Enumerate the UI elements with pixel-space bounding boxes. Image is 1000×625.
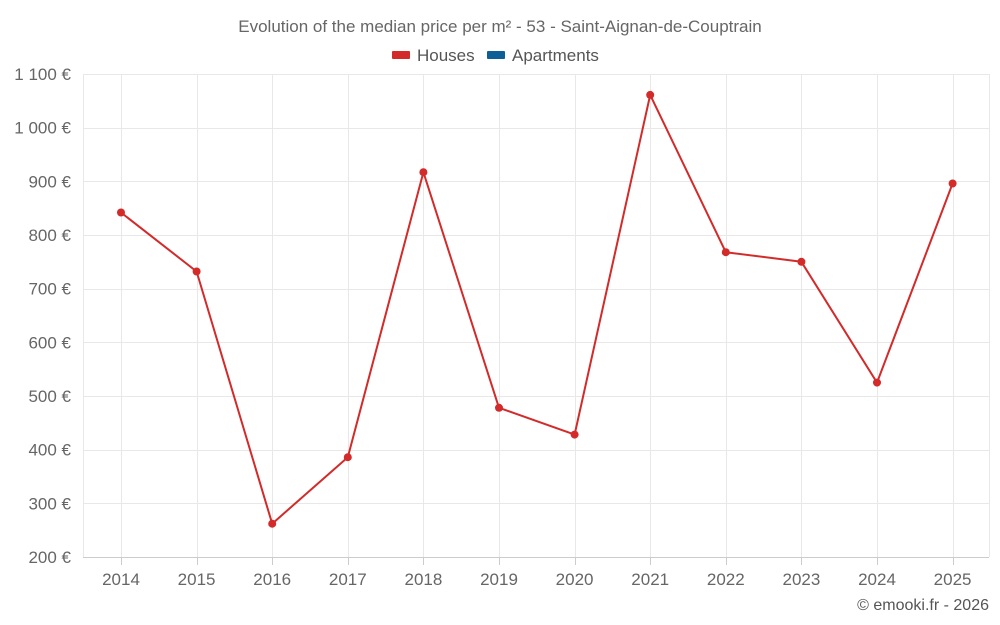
y-tick-label: 400 € bbox=[28, 441, 71, 460]
y-tick-label: 1 000 € bbox=[14, 119, 71, 138]
y-tick-label: 500 € bbox=[28, 387, 71, 406]
data-point-houses-2025[interactable] bbox=[948, 179, 957, 188]
x-tick-label: 2025 bbox=[934, 570, 972, 589]
x-tick-label: 2016 bbox=[253, 570, 291, 589]
y-tick-label: 200 € bbox=[28, 548, 71, 567]
x-tick-label: 2020 bbox=[556, 570, 594, 589]
y-tick-label: 900 € bbox=[28, 172, 71, 191]
y-tick-label: 1 100 € bbox=[14, 65, 71, 84]
series-line-houses bbox=[120, 93, 954, 525]
data-point-houses-2019[interactable] bbox=[495, 403, 503, 412]
data-point-houses-2020[interactable] bbox=[570, 430, 579, 439]
legend-swatch-houses[interactable] bbox=[392, 51, 410, 59]
x-tick-label: 2024 bbox=[858, 570, 896, 589]
x-tick-label: 2021 bbox=[631, 570, 669, 589]
series-layer bbox=[117, 90, 957, 528]
legend-label-houses[interactable]: Houses bbox=[417, 46, 475, 65]
x-tick-label: 2023 bbox=[782, 570, 820, 589]
x-tick-label: 2022 bbox=[707, 570, 745, 589]
x-tick-label: 2014 bbox=[102, 570, 140, 589]
credit-text: © emooki.fr - 2026 bbox=[857, 597, 989, 614]
y-tick-label: 700 € bbox=[28, 280, 71, 299]
data-point-houses-2023[interactable] bbox=[797, 257, 806, 266]
data-point-houses-2018[interactable] bbox=[419, 168, 428, 177]
data-point-houses-2016[interactable] bbox=[268, 519, 277, 528]
data-point-houses-2024[interactable] bbox=[873, 378, 881, 387]
grid bbox=[83, 74, 990, 557]
y-tick-label: 600 € bbox=[28, 333, 71, 352]
y-tick-label: 300 € bbox=[28, 494, 71, 513]
legend-label-apartments[interactable]: Apartments bbox=[512, 46, 599, 65]
data-point-houses-2015[interactable] bbox=[192, 267, 201, 276]
data-point-houses-2014[interactable] bbox=[117, 208, 125, 217]
data-point-houses-2022[interactable] bbox=[721, 248, 730, 257]
x-tick-label: 2017 bbox=[329, 570, 367, 589]
legend-swatch-apartments[interactable] bbox=[487, 51, 505, 59]
data-point-houses-2021[interactable] bbox=[646, 90, 655, 99]
y-tick-label: 800 € bbox=[28, 226, 71, 245]
x-tick-label: 2015 bbox=[178, 570, 216, 589]
data-point-houses-2017[interactable] bbox=[343, 453, 352, 462]
axes: 200 € 300 € 400 € 500 € 600 € 700 € 800 € 900 €… bbox=[14, 65, 989, 589]
x-tick-label: 2019 bbox=[480, 570, 518, 589]
x-tick-label: 2018 bbox=[404, 570, 442, 589]
legend: Houses Apartments bbox=[392, 46, 599, 65]
chart-title: Evolution of the median price per m² - 5… bbox=[238, 17, 762, 36]
